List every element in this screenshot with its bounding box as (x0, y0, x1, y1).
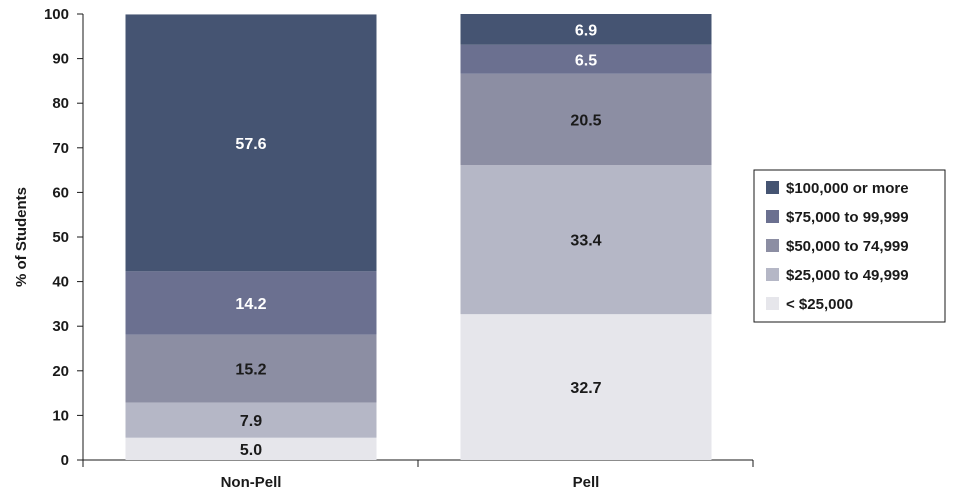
y-tick-label: 10 (52, 407, 69, 424)
y-tick-label: 100 (44, 6, 69, 23)
legend-label: < $25,000 (786, 296, 853, 313)
bar-stack: 32.7 33.4 20.5 6.5 6.9 (461, 14, 712, 460)
y-axis-title: % of Students (13, 187, 30, 287)
y-tick-label: 20 (52, 363, 69, 380)
legend-swatch (766, 210, 779, 223)
y-tick-label: 40 (52, 274, 69, 291)
bars-layer: 5.0 7.9 15.2 14.2 57.6 32.7 33.4 20.5 6.5 6.9 (126, 14, 712, 460)
y-tick-label: 50 (52, 229, 69, 246)
y-tick-label: 80 (52, 95, 69, 112)
y-tick-label: 0 (61, 452, 69, 469)
bar-data-label: 6.9 (575, 22, 597, 39)
legend-swatch (766, 297, 779, 310)
legend-label: $25,000 to 49,999 (786, 267, 909, 284)
legend-swatch (766, 268, 779, 281)
bar-data-label: 14.2 (235, 296, 266, 313)
bar-stack: 5.0 7.9 15.2 14.2 57.6 (126, 14, 377, 460)
bar-data-label: 33.4 (570, 233, 601, 250)
y-tick-label: 70 (52, 140, 69, 157)
bar-data-label: 32.7 (570, 380, 601, 397)
legend: $100,000 or more $75,000 to 99,999 $50,000… (754, 170, 945, 322)
bar-data-label: 7.9 (240, 413, 262, 430)
x-category-label: Non-Pell (221, 474, 282, 491)
legend-swatch (766, 239, 779, 252)
y-tick-label: 30 (52, 318, 69, 335)
x-category-label: Pell (573, 474, 600, 491)
bar-data-label: 6.5 (575, 52, 597, 69)
bar-data-label: 57.6 (235, 136, 266, 153)
y-tick-label: 90 (52, 51, 69, 68)
bar-data-label: 20.5 (570, 112, 601, 129)
bar-data-label: 5.0 (240, 442, 262, 459)
legend-label: $50,000 to 74,999 (786, 238, 909, 255)
bar-data-label: 15.2 (235, 362, 266, 379)
y-tick-label: 60 (52, 184, 69, 201)
legend-label: $75,000 to 99,999 (786, 209, 909, 226)
legend-swatch (766, 181, 779, 194)
legend-label: $100,000 or more (786, 180, 909, 197)
